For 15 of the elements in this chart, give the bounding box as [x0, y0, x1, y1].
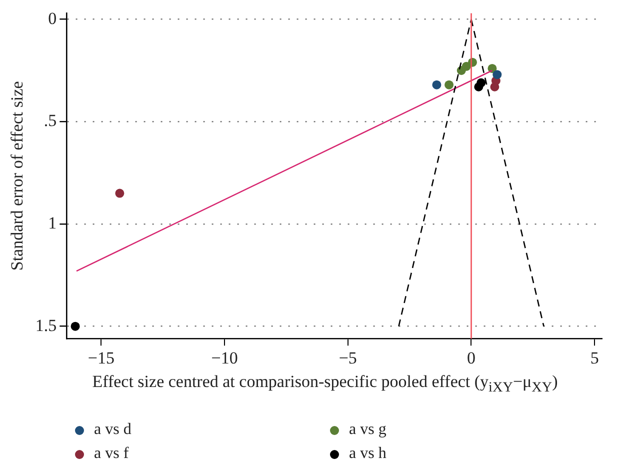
x-tick-label: −10: [211, 348, 238, 368]
legend-label: a vs h: [349, 445, 386, 463]
y-tick-label: 0: [48, 8, 57, 28]
x-tick-label: −15: [88, 348, 114, 368]
x-tick-label: −5: [338, 348, 357, 368]
legend-label: a vs d: [94, 421, 132, 439]
y-tick-label: 1: [48, 213, 57, 232]
y-tick-label: 1.5: [35, 316, 57, 335]
x-tick-label: 0: [466, 348, 476, 368]
y-tick-label: .5: [44, 111, 57, 130]
x-axis-title: Effect size centred at comparison-specific pooled effect (y$_{iXY}$−μ$_{XY}$): [91, 372, 559, 396]
x-tick-label: 5: [590, 348, 599, 368]
legend-label: a vs f: [94, 445, 129, 463]
legend-label: a vs g: [349, 421, 386, 439]
y-axis-title: Standard error of effect size: [8, 81, 27, 271]
